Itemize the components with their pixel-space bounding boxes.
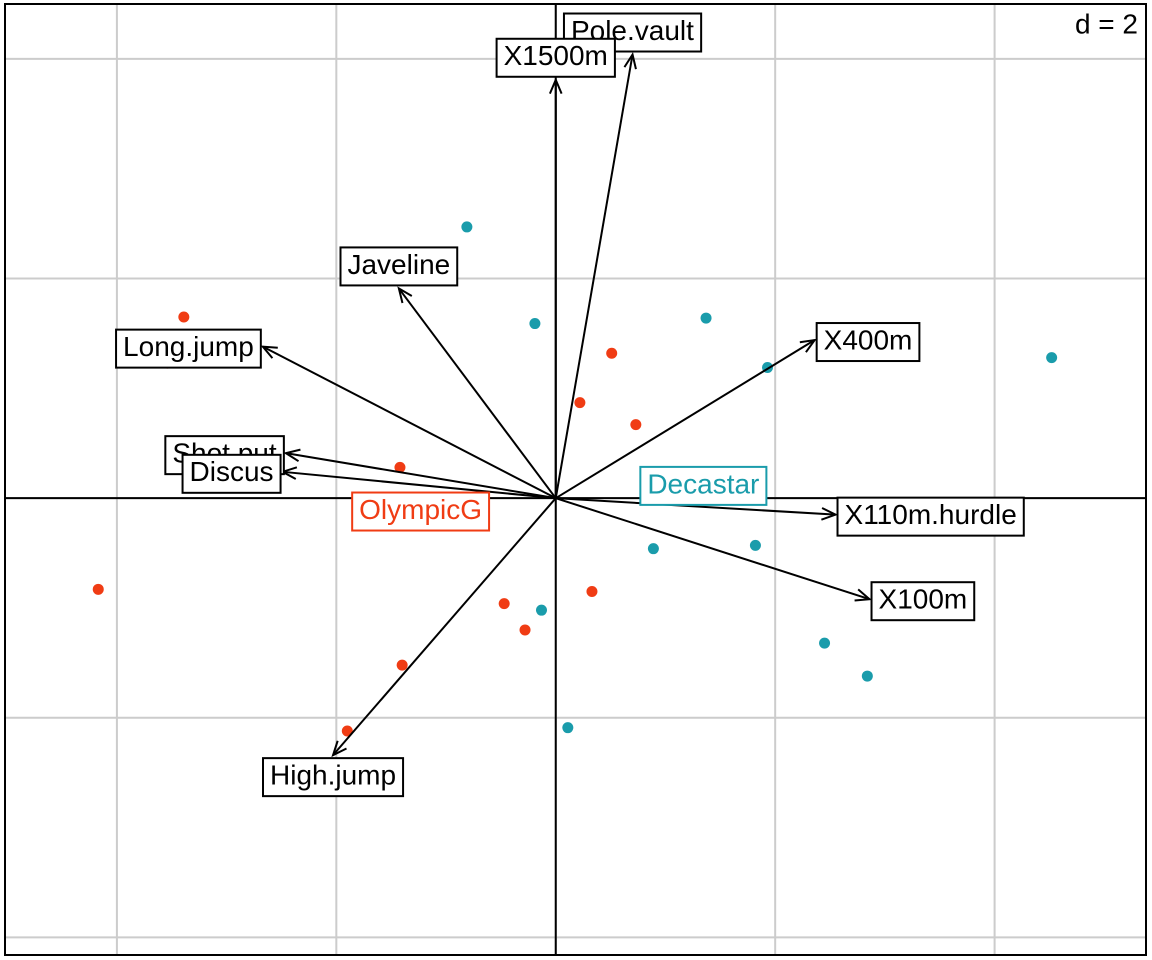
annotation: d = 2: [1075, 8, 1138, 39]
arrow-label-box: [181, 453, 282, 494]
point: [647, 543, 659, 555]
arrow-label-box: [262, 757, 405, 798]
arrow-label-group: Javeline: [339, 246, 459, 287]
point: [92, 583, 104, 595]
arrow: [282, 470, 556, 500]
arrow-label-group: X400m: [815, 322, 921, 363]
arrow-label: X1500m: [504, 40, 608, 71]
arrow: [554, 54, 634, 499]
point: [749, 539, 761, 551]
arrow-label: Javeline: [347, 249, 450, 280]
arrow-head: [331, 740, 347, 758]
arrow-label: X400m: [824, 324, 913, 355]
arrow: [285, 452, 556, 500]
arrow: [398, 287, 557, 499]
arrow-head: [283, 448, 301, 463]
point: [529, 318, 541, 330]
arrow-label: X110m.hurdle: [845, 499, 1017, 530]
group-label: OlympicG: [359, 494, 482, 525]
plot-frame: [4, 3, 1147, 956]
arrow: [332, 497, 557, 756]
arrow-label-box: [870, 581, 976, 622]
arrow: [555, 339, 816, 500]
arrow-label-box: [339, 246, 459, 287]
arrow-label-group: X100m: [870, 581, 976, 622]
arrow-label: Long.jump: [123, 331, 254, 362]
group-label-group: OlympicG: [351, 491, 491, 532]
arrow-head: [548, 77, 563, 94]
arrow-label-box: [115, 328, 262, 369]
arrow-label-group: Discus: [181, 453, 282, 494]
arrow: [262, 345, 557, 500]
point: [396, 659, 408, 671]
point: [700, 312, 712, 324]
point: [562, 722, 574, 734]
group-label: Decastar: [647, 468, 759, 499]
arrow-head: [821, 507, 839, 521]
arrow: [555, 497, 836, 516]
arrow-label: High.jump: [270, 760, 396, 791]
arrow-head: [799, 338, 817, 353]
arrow-head: [854, 588, 872, 602]
annotation-bg: [1068, 6, 1142, 42]
point: [1046, 352, 1058, 364]
arrow-head: [260, 345, 278, 359]
point: [341, 725, 353, 737]
arrow-label-group: Long.jump: [115, 328, 262, 369]
arrow-label-box: [836, 496, 1025, 537]
point: [819, 637, 831, 649]
group-label-box: [351, 491, 491, 532]
arrow-label-box: [495, 37, 616, 78]
point: [461, 221, 473, 233]
point: [630, 419, 642, 431]
arrow-label-box: [815, 322, 921, 363]
arrow-head: [397, 286, 413, 304]
arrow-label-group: High.jump: [262, 757, 405, 798]
arrow-label: X100m: [879, 584, 968, 615]
point: [606, 347, 618, 359]
point: [574, 397, 586, 409]
arrow-label-group: X1500m: [495, 37, 616, 78]
group-label-box: [639, 465, 768, 506]
point: [394, 461, 406, 473]
arrow: [555, 497, 870, 601]
point: [861, 670, 873, 682]
group-label-group: Decastar: [639, 465, 768, 506]
point: [519, 624, 531, 636]
arrow-head: [623, 51, 637, 70]
point: [586, 586, 598, 598]
arrow-label: Discus: [190, 456, 274, 487]
point: [498, 598, 510, 610]
point: [178, 311, 190, 323]
point: [535, 604, 547, 616]
arrow-label-group: X110m.hurdle: [836, 496, 1025, 537]
